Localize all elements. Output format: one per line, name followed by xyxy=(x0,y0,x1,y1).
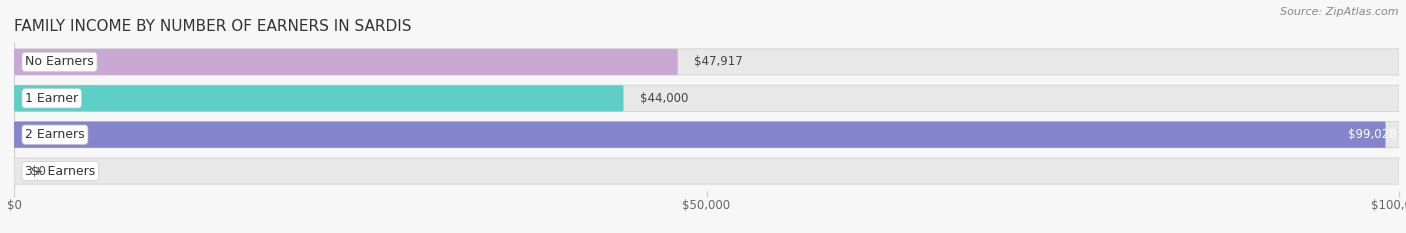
FancyBboxPatch shape xyxy=(14,122,1399,148)
FancyBboxPatch shape xyxy=(14,85,1399,111)
Text: No Earners: No Earners xyxy=(25,55,94,69)
Text: $99,028: $99,028 xyxy=(1348,128,1396,141)
FancyBboxPatch shape xyxy=(14,49,1399,75)
FancyBboxPatch shape xyxy=(14,85,623,111)
Text: 1 Earner: 1 Earner xyxy=(25,92,79,105)
Text: 3+ Earners: 3+ Earners xyxy=(25,164,96,178)
FancyBboxPatch shape xyxy=(14,49,678,75)
Text: FAMILY INCOME BY NUMBER OF EARNERS IN SARDIS: FAMILY INCOME BY NUMBER OF EARNERS IN SA… xyxy=(14,19,412,34)
Text: 2 Earners: 2 Earners xyxy=(25,128,84,141)
FancyBboxPatch shape xyxy=(14,158,1399,184)
FancyBboxPatch shape xyxy=(14,122,1385,148)
Text: $44,000: $44,000 xyxy=(640,92,689,105)
Text: $0: $0 xyxy=(31,164,45,178)
Text: Source: ZipAtlas.com: Source: ZipAtlas.com xyxy=(1281,7,1399,17)
Text: $47,917: $47,917 xyxy=(695,55,742,69)
